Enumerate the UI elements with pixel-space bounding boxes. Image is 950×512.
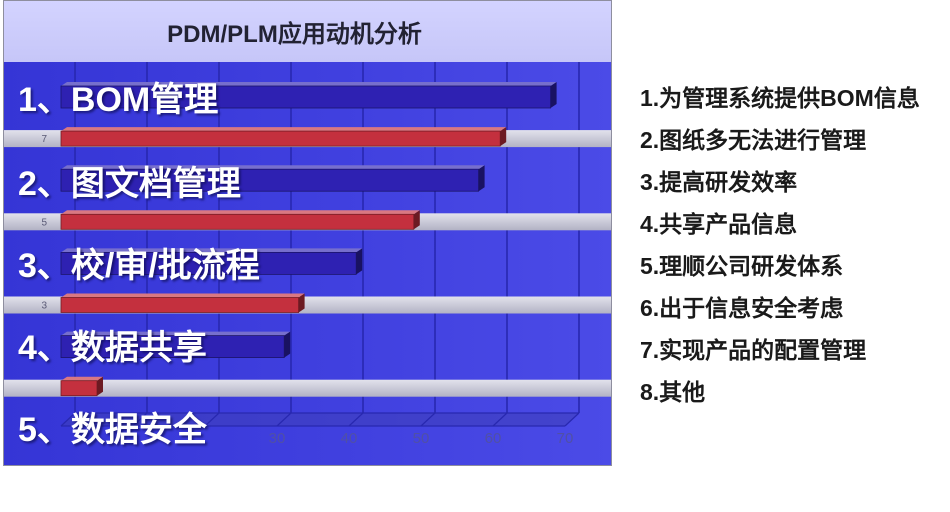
bar-end-cap (298, 293, 305, 313)
bar-front-face (60, 213, 415, 230)
bar (60, 293, 305, 313)
bar-end-cap (284, 331, 291, 358)
reason-item: 3.提高研发效率 (640, 169, 798, 195)
reason-item: 8.其他 (640, 379, 706, 405)
chart-area: 7 5 3 30 40 50 60 70 1、BOM管理 2、图文档管理 3、校/审/批流程 … (4, 62, 611, 465)
y-tick-label: 5 (41, 217, 47, 228)
bar-front-face (60, 297, 300, 313)
bar-end-cap (550, 82, 557, 108)
reason-item: 7.实现产品的配置管理 (640, 337, 867, 363)
bar-top-face (61, 376, 103, 381)
bar-front-face (60, 380, 98, 397)
x-tick-label: 50 (413, 430, 430, 447)
bar-top-face (61, 165, 485, 170)
y-tick-label: 7 (41, 134, 47, 145)
chart-overlay-label: 1、BOM管理 (18, 81, 219, 119)
chart-overlay-label: 5、数据安全 (18, 411, 207, 449)
bar (60, 127, 507, 147)
bar-end-cap (478, 165, 485, 192)
gridline-floor (60, 412, 76, 427)
gridline-floor (132, 412, 148, 427)
bar (60, 248, 363, 275)
bar-end-cap (356, 248, 363, 275)
reason-item: 2.图纸多无法进行管理 (640, 127, 867, 153)
x-tick-label: 60 (485, 430, 502, 447)
bar (60, 165, 485, 192)
bar-chart: 7 5 3 30 40 50 60 70 (4, 62, 611, 447)
gridline-floor (276, 412, 292, 427)
x-tick-label: 70 (557, 430, 574, 447)
chart-overlay-label: 3、校/审/批流程 (18, 247, 260, 285)
floor-plane (61, 413, 579, 426)
chart-overlay-label: 2、图文档管理 (18, 165, 241, 203)
bar (60, 82, 557, 109)
bar-top-face (61, 293, 305, 298)
y-tick-label: 3 (41, 301, 47, 312)
slide-title: PDM/PLM应用动机分析 (167, 21, 422, 48)
bar-top-face (61, 248, 363, 253)
bar-end-cap (413, 210, 420, 230)
gridline-floor (420, 412, 436, 427)
gridline-floor (492, 412, 508, 427)
chart-bars (60, 82, 557, 397)
reason-item: 4.共享产品信息 (640, 211, 798, 237)
bar-top-face (61, 331, 291, 336)
chart-floor (61, 412, 579, 427)
bar (60, 210, 420, 230)
x-tick-label: 30 (269, 430, 286, 447)
reason-item: 6.出于信息安全考虑 (640, 295, 844, 321)
bar-top-face (61, 210, 420, 215)
chart-overlay-label: 4、数据共享 (18, 329, 207, 367)
gridline-floor (348, 412, 364, 427)
bar-top-face (61, 82, 557, 86)
reason-item: 5.理顺公司研发体系 (640, 253, 844, 279)
title-bar: PDM/PLM应用动机分析 (4, 1, 611, 62)
bar-end-cap (500, 127, 507, 147)
bar (60, 331, 291, 359)
row-band (4, 379, 611, 397)
bar-top-face (61, 127, 507, 132)
bar-end-cap (97, 376, 103, 396)
reason-item: 1.为管理系统提供BOM信息 (640, 85, 920, 111)
reason-list: 1.为管理系统提供BOM信息 2.图纸多无法进行管理 3.提高研发效率 4.共享… (640, 77, 920, 413)
gridline-floor (564, 412, 580, 427)
x-tick-label: 40 (341, 430, 358, 447)
chart-panel: PDM/PLM应用动机分析 7 5 3 30 40 50 60 70 1、BOM管理 2、图文… (3, 0, 612, 466)
bar (60, 376, 103, 397)
gridline-floor (204, 412, 220, 427)
bar-front-face (60, 130, 501, 147)
chart-tick-labels: 7 5 3 30 40 50 60 70 (41, 134, 573, 447)
